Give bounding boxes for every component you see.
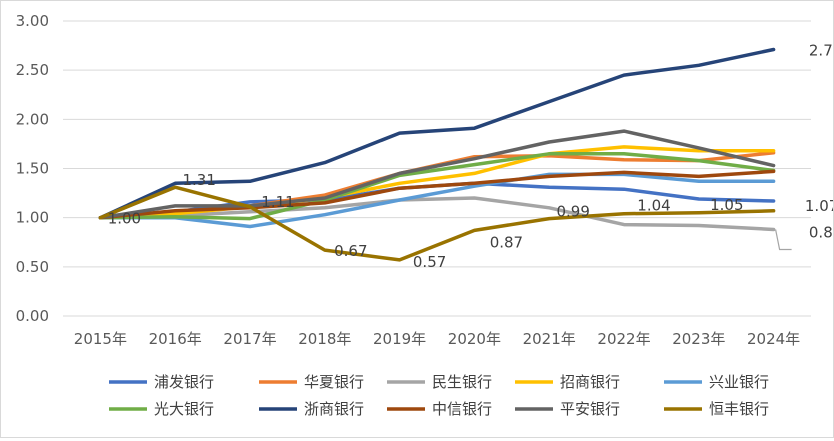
series-line (98, 185, 776, 262)
x-tick-label: 2016年 (149, 330, 202, 348)
legend-label: 平安银行 (560, 400, 620, 418)
legend-label: 民生银行 (432, 373, 492, 391)
x-tick-label: 2019年 (373, 330, 426, 348)
series-line (98, 129, 776, 220)
series-line (98, 152, 776, 221)
y-tick-label: 0.50 (16, 258, 49, 276)
data-label: 1.11 (261, 193, 294, 211)
y-tick-label: 2.50 (16, 61, 49, 79)
y-axis-ticks: 0.00 0.50 1.00 1.50 2.00 2.50 3.00 (16, 12, 49, 325)
legend-label: 浦发银行 (154, 373, 214, 391)
x-tick-label: 2023年 (672, 330, 725, 348)
legend-label: 光大银行 (154, 400, 214, 418)
y-tick-label: 1.50 (16, 160, 49, 178)
data-label: 1.31 (182, 171, 215, 189)
data-label: 0.57 (413, 253, 446, 271)
y-tick-label: 3.00 (16, 12, 49, 30)
legend-label: 中信银行 (432, 400, 492, 418)
legend-label: 浙商银行 (304, 400, 364, 418)
x-axis-ticks: 2015年 2016年 2017年 2018年 2019年 2020年 2021年 2022年… (74, 330, 800, 348)
legend-label: 华夏银行 (304, 373, 364, 391)
x-tick-label: 2022年 (597, 330, 650, 348)
data-label: 1.04 (637, 197, 670, 215)
y-tick-label: 1.00 (16, 209, 49, 227)
series-line (98, 47, 776, 220)
series-line (98, 169, 776, 220)
legend-label: 招商银行 (560, 373, 620, 391)
x-tick-label: 2020年 (448, 330, 501, 348)
legend-label: 兴业银行 (709, 373, 769, 391)
y-tick-label: 2.00 (16, 110, 49, 128)
leader-line (775, 229, 792, 251)
x-tick-label: 2015年 (74, 330, 127, 348)
series-line (98, 172, 776, 229)
series-line (98, 196, 776, 232)
x-tick-label: 2021年 (523, 330, 576, 348)
x-tick-label: 2017年 (223, 330, 276, 348)
data-label: 1.00 (108, 210, 141, 228)
data-label: 1.05 (710, 196, 743, 214)
data-label: 0.99 (556, 203, 589, 221)
series-lines (98, 47, 776, 262)
data-label: 2.71 (809, 42, 833, 60)
x-tick-label: 2024年 (747, 330, 800, 348)
data-label: 0.88 (809, 223, 833, 241)
data-label: 1.07 (805, 197, 833, 215)
data-label: 0.87 (490, 233, 523, 251)
data-labels: 1.00 1.31 1.11 0.67 0.57 0.87 0.99 1.04 1.05 1.07… (108, 42, 834, 271)
data-label: 0.67 (334, 242, 367, 260)
legend-label: 恒丰银行 (709, 400, 769, 418)
y-tick-label: 0.00 (16, 307, 49, 325)
x-tick-label: 2018年 (298, 330, 351, 348)
